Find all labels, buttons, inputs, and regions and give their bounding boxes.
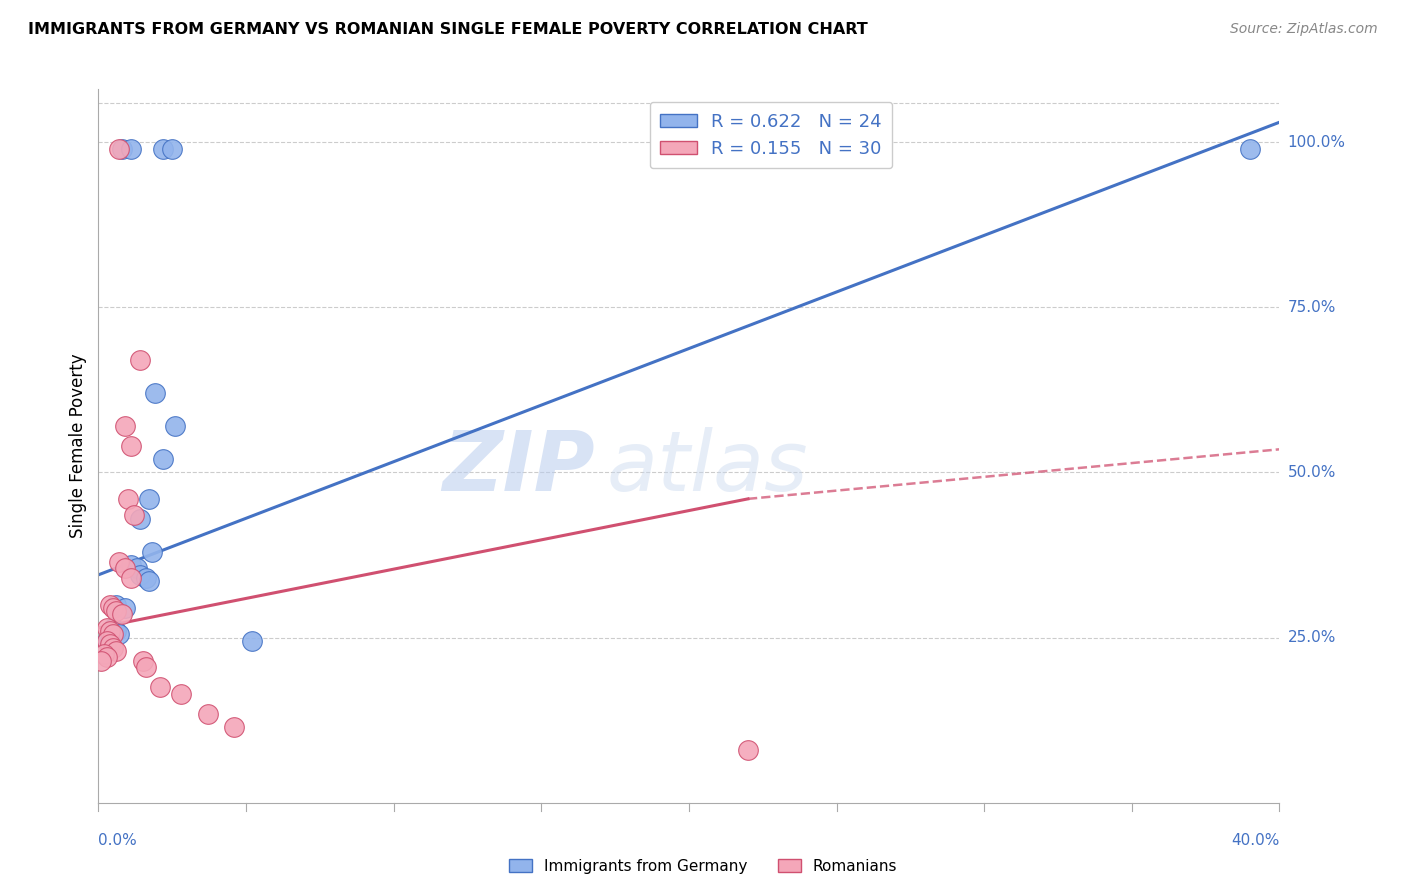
Text: atlas: atlas xyxy=(606,427,808,508)
Point xyxy=(152,142,174,156)
Text: IMMIGRANTS FROM GERMANY VS ROMANIAN SINGLE FEMALE POVERTY CORRELATION CHART: IMMIGRANTS FROM GERMANY VS ROMANIAN SING… xyxy=(28,22,868,37)
Point xyxy=(96,621,118,635)
Point xyxy=(149,680,172,694)
Point xyxy=(103,640,125,655)
Text: ZIP: ZIP xyxy=(441,427,595,508)
Point xyxy=(125,561,148,575)
Point xyxy=(98,598,121,612)
Point xyxy=(105,604,128,618)
Point xyxy=(135,660,157,674)
Point xyxy=(105,598,128,612)
Point xyxy=(98,637,121,651)
Point xyxy=(120,558,142,572)
Text: 0.0%: 0.0% xyxy=(98,833,138,848)
Point xyxy=(105,624,128,638)
Point xyxy=(111,142,134,156)
Point xyxy=(128,567,150,582)
Point xyxy=(737,743,759,757)
Point xyxy=(138,574,160,589)
Point xyxy=(117,491,139,506)
Point xyxy=(122,508,145,523)
Point xyxy=(114,600,136,615)
Point xyxy=(141,545,163,559)
Point xyxy=(143,386,166,401)
Point xyxy=(132,654,155,668)
Point xyxy=(96,650,118,665)
Point xyxy=(170,687,193,701)
Point xyxy=(96,634,118,648)
Point xyxy=(152,452,174,467)
Point xyxy=(162,142,183,156)
Point xyxy=(108,627,131,641)
Point xyxy=(114,419,136,434)
Text: Source: ZipAtlas.com: Source: ZipAtlas.com xyxy=(1230,22,1378,37)
Legend: R = 0.622   N = 24, R = 0.155   N = 30: R = 0.622 N = 24, R = 0.155 N = 30 xyxy=(650,102,893,169)
Text: 40.0%: 40.0% xyxy=(1232,833,1279,848)
Point xyxy=(120,142,142,156)
Point xyxy=(128,353,150,368)
Point xyxy=(240,634,263,648)
Point xyxy=(96,634,118,648)
Text: 100.0%: 100.0% xyxy=(1288,135,1346,150)
Text: 50.0%: 50.0% xyxy=(1288,465,1336,480)
Point xyxy=(103,627,125,641)
Point xyxy=(108,142,131,156)
Text: 25.0%: 25.0% xyxy=(1288,630,1336,645)
Point xyxy=(1239,142,1261,156)
Point xyxy=(165,419,187,434)
Point xyxy=(197,706,219,721)
Point xyxy=(93,647,115,661)
Point xyxy=(103,600,125,615)
Point xyxy=(111,607,134,622)
Point xyxy=(108,555,131,569)
Point xyxy=(224,720,246,734)
Point xyxy=(103,621,125,635)
Point xyxy=(114,561,136,575)
Point xyxy=(98,634,121,648)
Y-axis label: Single Female Poverty: Single Female Poverty xyxy=(69,354,87,538)
Legend: Immigrants from Germany, Romanians: Immigrants from Germany, Romanians xyxy=(502,853,904,880)
Point xyxy=(120,571,142,585)
Point xyxy=(105,644,128,658)
Point xyxy=(98,624,121,638)
Text: 75.0%: 75.0% xyxy=(1288,300,1336,315)
Point xyxy=(128,511,150,525)
Point xyxy=(90,654,112,668)
Point xyxy=(135,571,157,585)
Point xyxy=(120,439,142,453)
Point xyxy=(138,491,160,506)
